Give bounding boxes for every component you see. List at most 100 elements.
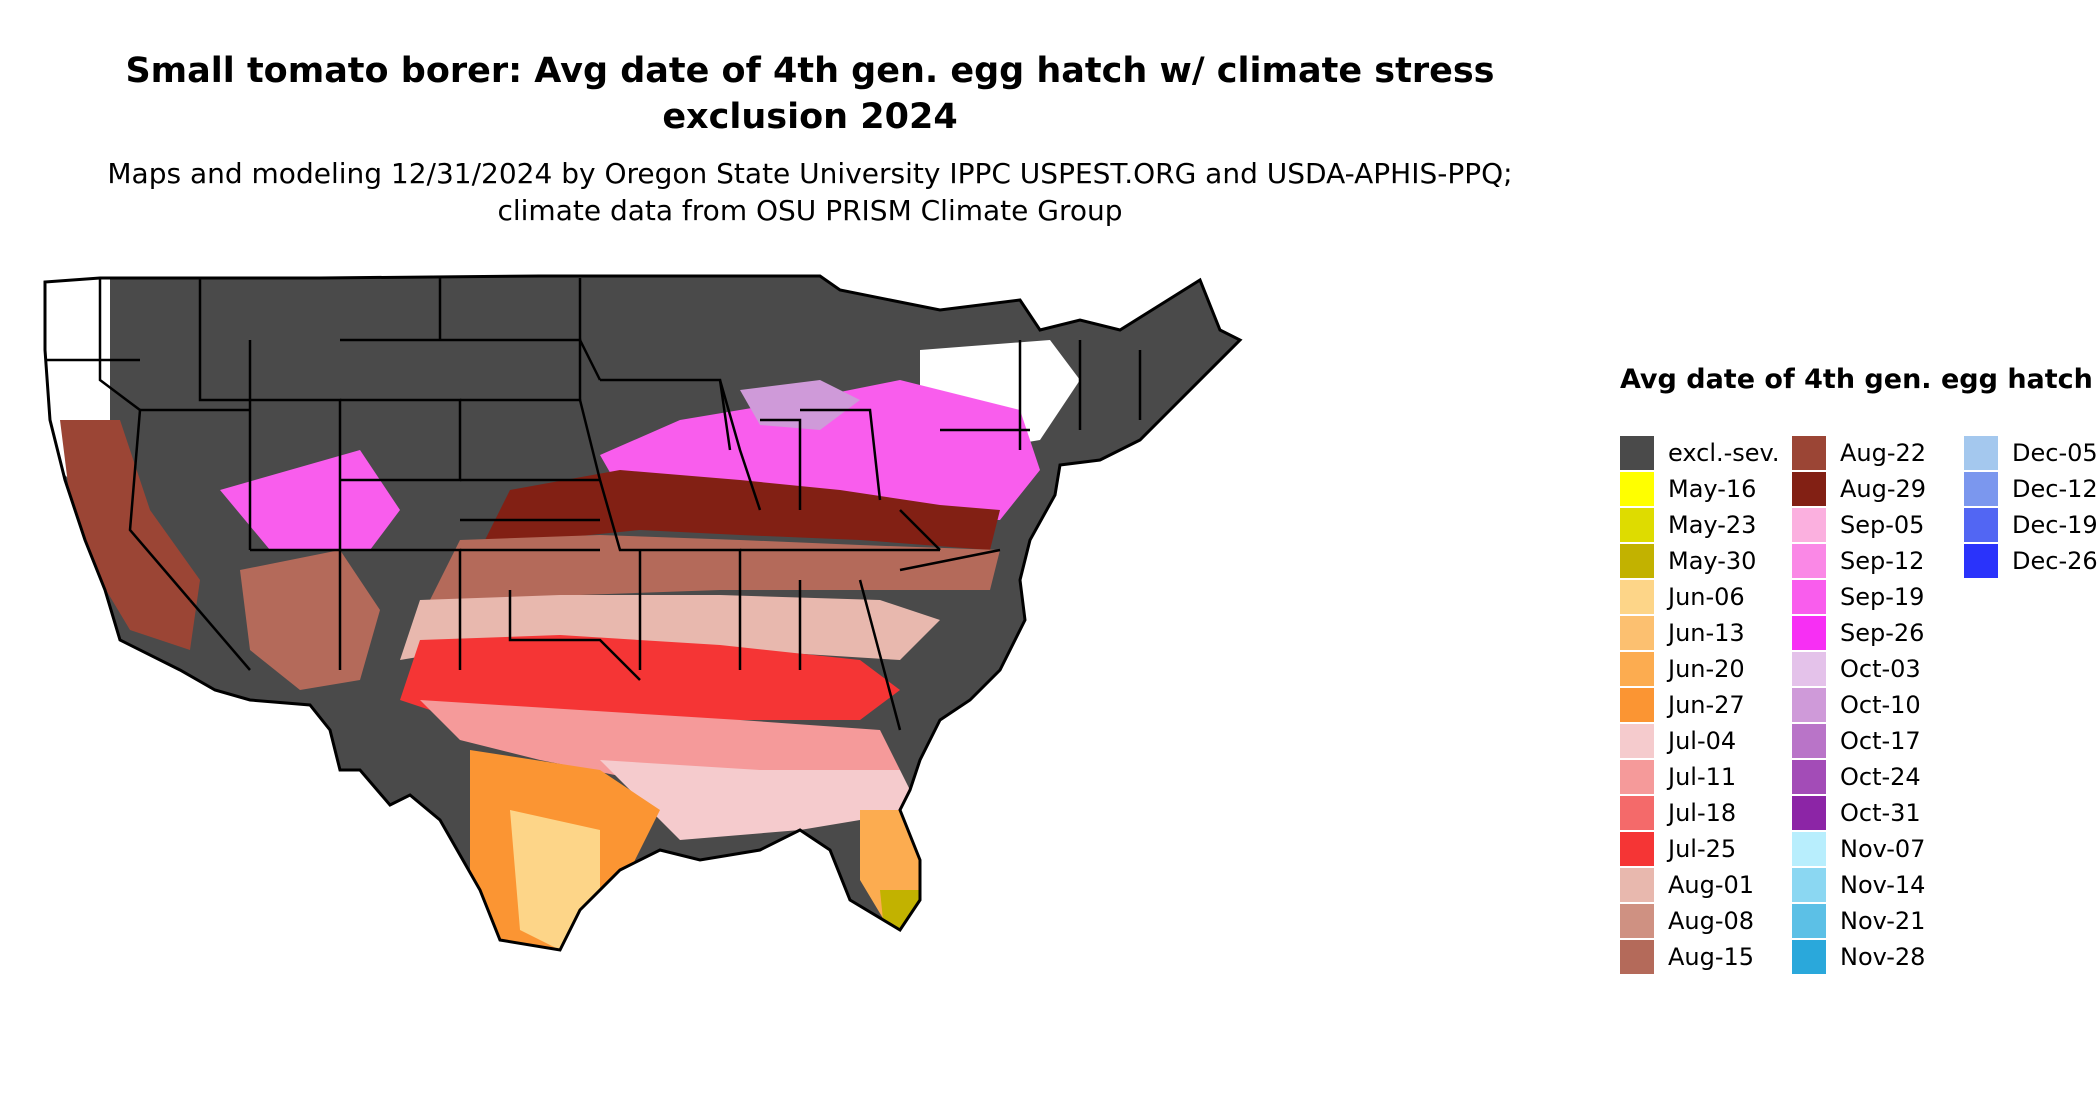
legend-item: Oct-24 (1792, 760, 1921, 794)
legend-label: Oct-17 (1840, 727, 1921, 755)
legend-swatch (1620, 868, 1654, 902)
legend-swatch (1620, 616, 1654, 650)
legend-swatch (1792, 832, 1826, 866)
legend-item: May-16 (1620, 472, 1756, 506)
california-brown (60, 420, 200, 650)
legend-swatch (1964, 544, 1998, 578)
legend-label: Jun-06 (1668, 583, 1745, 611)
legend-swatch (1792, 580, 1826, 614)
legend: excl.-sev. May-16 May-23 May-30 Jun-06 Jun-13… (1620, 436, 2098, 986)
legend-label: May-30 (1668, 547, 1757, 575)
legend-swatch (1792, 724, 1826, 758)
legend-label: Dec-26 (2012, 547, 2098, 575)
legend-item: Aug-22 (1792, 436, 1926, 470)
legend-label: Nov-07 (1840, 835, 1926, 863)
legend-label: Aug-08 (1668, 907, 1755, 935)
us-pest-map (43, 274, 1242, 952)
legend-item: Jun-06 (1620, 580, 1745, 614)
legend-item: Nov-21 (1792, 904, 1925, 938)
legend-label: Oct-24 (1840, 763, 1921, 791)
legend-swatch (1792, 688, 1826, 722)
legend-item: May-23 (1620, 508, 1756, 542)
legend-item: Jun-27 (1620, 688, 1745, 722)
legend-swatch (1620, 904, 1654, 938)
legend-item: Jul-04 (1620, 724, 1736, 758)
legend-item: Jul-11 (1620, 760, 1736, 794)
legend-item: Nov-07 (1792, 832, 1925, 866)
legend-item: Oct-17 (1792, 724, 1921, 758)
oct-patches (740, 380, 860, 430)
legend-swatch (1792, 796, 1826, 830)
legend-label: Jul-11 (1668, 763, 1737, 791)
legend-swatch (1792, 508, 1826, 542)
legend-swatch (1792, 544, 1826, 578)
state-boundaries (45, 278, 1142, 731)
legend-label: Jul-18 (1668, 799, 1737, 827)
legend-label: Nov-28 (1840, 943, 1926, 971)
legend-swatch (1620, 724, 1654, 758)
florida-may30 (880, 890, 920, 940)
legend-label: Dec-12 (2012, 475, 2098, 503)
legend-swatch (1620, 652, 1654, 686)
map-title: Small tomato borer: Avg date of 4th gen.… (125, 51, 1495, 137)
legend-label: Nov-21 (1840, 907, 1926, 935)
legend-label: Jun-27 (1668, 691, 1745, 719)
legend-label: Aug-29 (1840, 475, 1927, 503)
legend-swatch (1792, 904, 1826, 938)
legend-swatch (1620, 688, 1654, 722)
southwest-magenta (220, 450, 400, 550)
legend-item: Jul-25 (1620, 832, 1736, 866)
southwest-brown (240, 550, 380, 690)
legend-item: Aug-01 (1620, 868, 1754, 902)
legend-item: Oct-31 (1792, 796, 1921, 830)
legend-label: Jun-13 (1668, 619, 1745, 647)
legend-item: Aug-29 (1792, 472, 1926, 506)
jul11-band (420, 700, 900, 790)
legend-item: Aug-15 (1620, 940, 1754, 974)
legend-swatch (1964, 472, 1998, 506)
legend-item: Aug-08 (1620, 904, 1754, 938)
legend-swatch (1792, 472, 1826, 506)
legend-item: Nov-28 (1792, 940, 1925, 974)
legend-label: Nov-14 (1840, 871, 1926, 899)
legend-swatch (1620, 472, 1654, 506)
legend-item: Dec-26 (1964, 544, 2098, 578)
legend-label: Aug-01 (1668, 871, 1755, 899)
legend-label: Aug-15 (1668, 943, 1755, 971)
legend-label: Sep-12 (1840, 547, 1925, 575)
map-fill-layer (45, 276, 1240, 950)
legend-item: Sep-12 (1792, 544, 1924, 578)
legend-swatch (1964, 508, 1998, 542)
legend-item: Sep-05 (1792, 508, 1924, 542)
legend-label: Jun-20 (1668, 655, 1745, 683)
jul04-band (600, 760, 920, 840)
legend-swatch (1620, 544, 1654, 578)
legend-item: Dec-19 (1964, 508, 2098, 542)
legend-label: Dec-05 (2012, 439, 2098, 467)
legend-item: excl.-sev. (1620, 436, 1780, 470)
legend-label: Sep-26 (1840, 619, 1925, 647)
legend-item: Sep-26 (1792, 616, 1924, 650)
legend-swatch (1964, 436, 1998, 470)
jun06-band (510, 810, 600, 950)
legend-item: Dec-05 (1964, 436, 2098, 470)
legend-swatch (1792, 868, 1826, 902)
legend-swatch (1792, 760, 1826, 794)
aug15-band (420, 535, 1000, 620)
legend-swatch (1620, 760, 1654, 794)
legend-swatch (1620, 796, 1654, 830)
jul25-band (400, 635, 900, 720)
legend-item: Jul-18 (1620, 796, 1736, 830)
legend-label: excl.-sev. (1668, 439, 1780, 467)
legend-item: Dec-12 (1964, 472, 2098, 506)
legend-swatch (1792, 616, 1826, 650)
legend-swatch (1620, 508, 1654, 542)
legend-label: Jul-04 (1668, 727, 1737, 755)
aug29-band (480, 470, 1000, 550)
legend-label: Sep-19 (1840, 583, 1925, 611)
legend-label: May-23 (1668, 511, 1757, 539)
legend-swatch (1620, 436, 1654, 470)
legend-item: Jun-13 (1620, 616, 1745, 650)
legend-label: Oct-10 (1840, 691, 1921, 719)
legend-swatch (1792, 436, 1826, 470)
